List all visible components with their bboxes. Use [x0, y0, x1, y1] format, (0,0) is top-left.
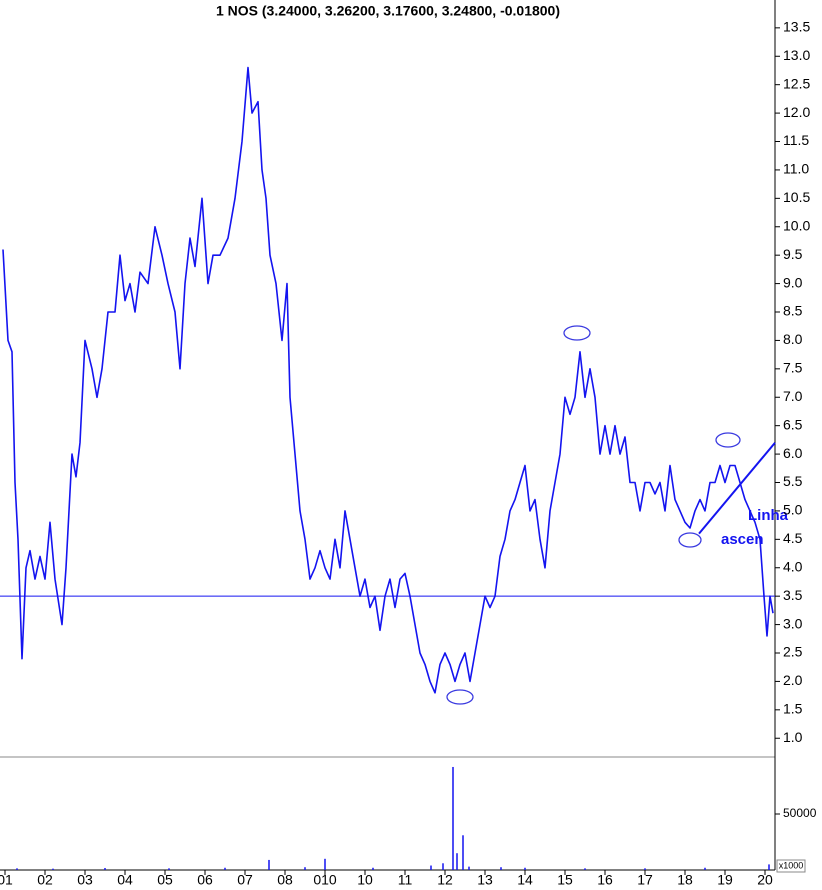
y-tick-label: 12.5: [783, 75, 810, 91]
y-tick-label: 4.0: [783, 558, 803, 574]
volume-bar: [468, 866, 470, 870]
bear-icon: [563, 325, 591, 341]
y-tick-label: 7.0: [783, 388, 803, 404]
y-tick-label: 6.0: [783, 445, 803, 461]
y-tick-label: 10.0: [783, 217, 810, 233]
volume-bar: [500, 867, 502, 870]
y-tick-label: 9.5: [783, 246, 803, 262]
y-tick-label: 8.5: [783, 303, 803, 319]
volume-bar: [584, 868, 586, 870]
x-tick-label: 18: [677, 872, 693, 888]
annotation: ascen: [721, 531, 764, 548]
y-tick-label: 2.5: [783, 644, 803, 660]
x-tick-label: 15: [557, 872, 573, 888]
x-tick-label: 01: [0, 872, 13, 888]
y-tick-label: 5.5: [783, 473, 803, 489]
volume-bar: [768, 864, 770, 870]
volume-bar: [168, 868, 170, 870]
volume-bar: [456, 853, 458, 870]
y-tick-label: 2.0: [783, 672, 803, 688]
volume-bar: [452, 766, 454, 870]
trend-line: [698, 442, 776, 535]
unit-box: [776, 859, 806, 873]
y-tick-label: 5.0: [783, 502, 803, 518]
y-tick-label: 12.0: [783, 104, 810, 120]
x-tick-label: 06: [197, 872, 213, 888]
volume-bar: [224, 867, 226, 870]
volume-bar: [268, 859, 270, 870]
x-tick-label: 08: [277, 872, 293, 888]
x-tick-label: 17: [637, 872, 653, 888]
volume-bar: [704, 867, 706, 870]
y-tick-label: 3.5: [783, 587, 803, 603]
volume-bar: [644, 868, 646, 870]
chart-title: 1 NOS (3.24000, 3.26200, 3.17600, 3.2480…: [216, 3, 560, 19]
x-tick-label: 010: [313, 872, 337, 888]
price-line: [2, 66, 774, 694]
y-tick-label: 1.5: [783, 701, 803, 717]
y-tick-label: 3.0: [783, 615, 803, 631]
x-tick-label: 12: [437, 872, 453, 888]
y-tick-label: 10.5: [783, 189, 810, 205]
x-tick-label: 13: [477, 872, 493, 888]
x-tick-label: 11: [398, 872, 413, 888]
volume-bar: [524, 867, 526, 870]
x-tick-label: 19: [717, 872, 733, 888]
volume-bar: [16, 868, 18, 870]
y-tick-label: 11.5: [783, 132, 809, 148]
volume-bar: [304, 867, 306, 870]
y-tick-label: 50000: [783, 806, 817, 820]
bear-icon: [715, 432, 741, 448]
y-tick-label: 1.0: [783, 729, 803, 745]
x-tick-label: 07: [237, 872, 253, 888]
volume-bar: [430, 865, 432, 870]
bull-icon: [446, 689, 474, 705]
bull-icon: [678, 532, 702, 548]
unit-label: x1000: [779, 860, 804, 870]
volume-bar: [372, 867, 374, 870]
y-tick-label: 9.0: [783, 274, 803, 290]
x-tick-label: 16: [597, 872, 613, 888]
x-tick-label: 02: [37, 872, 53, 888]
y-tick-label: 6.5: [783, 416, 803, 432]
y-tick-label: 7.5: [783, 360, 803, 376]
x-tick-label: 10: [357, 872, 373, 888]
y-tick-label: 8.0: [783, 331, 803, 347]
x-tick-label: 14: [517, 872, 533, 888]
x-tick-label: 20: [757, 872, 773, 888]
y-tick-label: 13.5: [783, 19, 810, 35]
y-tick-label: 11.0: [783, 161, 809, 177]
volume-bar: [324, 858, 326, 870]
volume-bar: [104, 867, 106, 870]
y-tick-label: 4.5: [783, 530, 803, 546]
x-tick-label: 03: [77, 872, 93, 888]
icons: [446, 325, 741, 705]
x-tick-label: 05: [157, 872, 173, 888]
volume-bar: [442, 863, 444, 870]
volume-bar: [52, 868, 54, 870]
y-tick-label: 13.0: [783, 47, 810, 63]
x-tick-label: 04: [117, 872, 133, 888]
volume-bar: [462, 835, 464, 870]
